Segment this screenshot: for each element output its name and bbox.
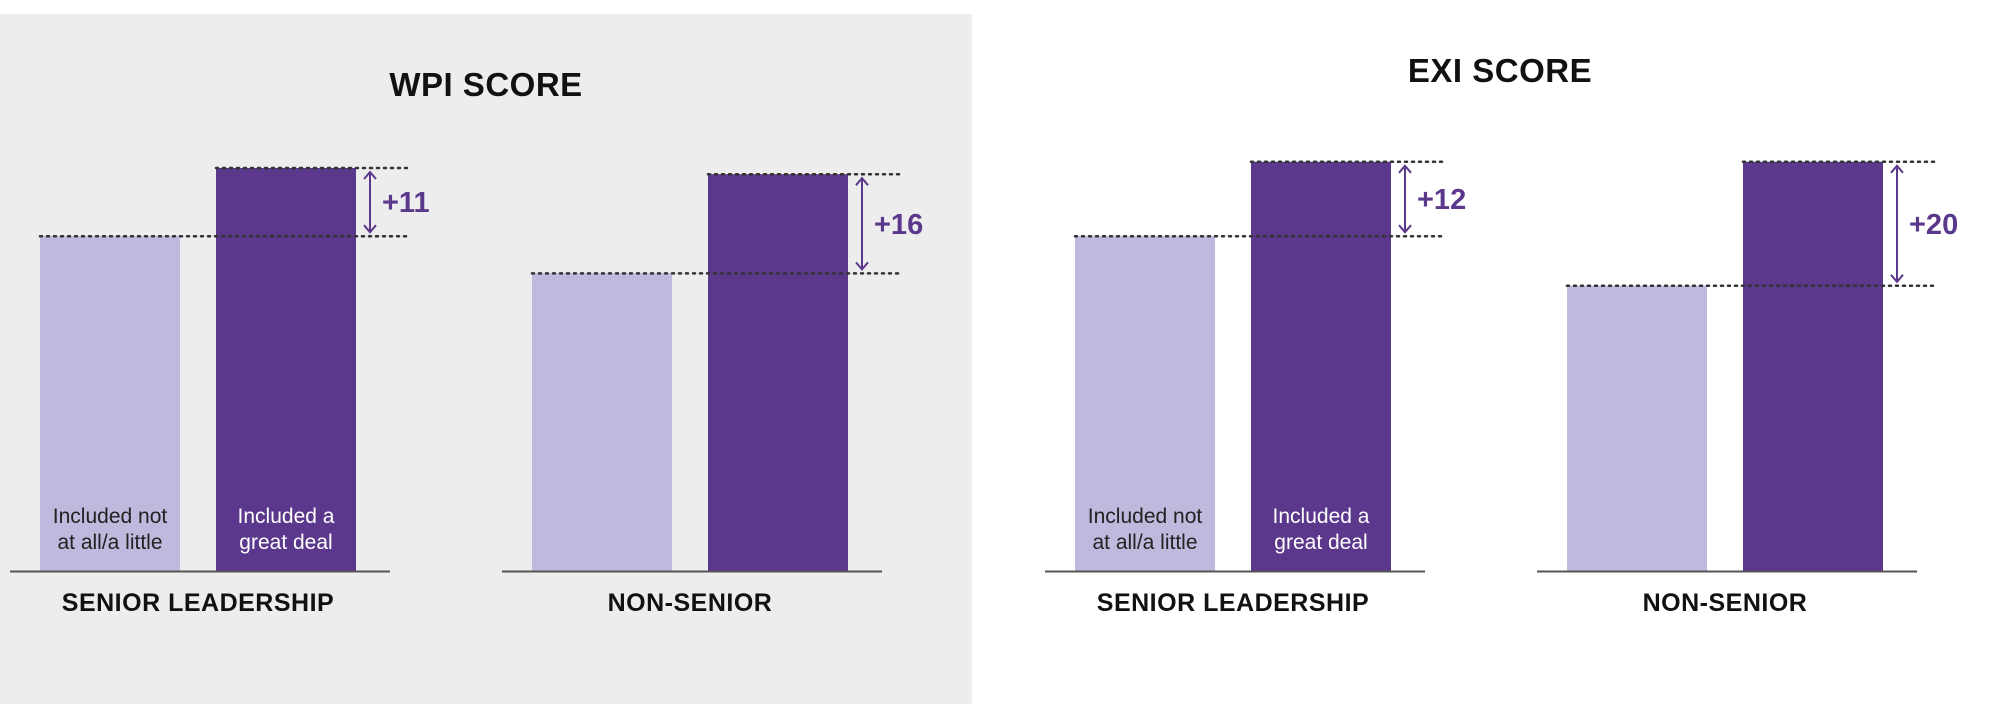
bar-included-great-deal bbox=[1251, 161, 1391, 572]
arrow-head-up bbox=[1398, 164, 1412, 174]
bar-label: Included not bbox=[1088, 505, 1203, 528]
arrow-head-down bbox=[363, 224, 377, 234]
arrow-head-up bbox=[1890, 164, 1904, 174]
bar-included-little bbox=[1075, 236, 1215, 571]
chart-title: EXI SCORE bbox=[1407, 52, 1593, 89]
category-label: SENIOR LEADERSHIP bbox=[62, 589, 334, 617]
arrow-head-down bbox=[1398, 224, 1412, 234]
difference-label: +16 bbox=[874, 209, 923, 241]
category-label: SENIOR LEADERSHIP bbox=[1097, 589, 1369, 617]
arrow-head-down bbox=[855, 261, 869, 271]
wpi-score-chart: +11 Included not at all/a little Included a… bbox=[10, 166, 923, 617]
arrow-head-up bbox=[363, 170, 377, 180]
bar-included-great-deal bbox=[1743, 161, 1883, 572]
difference-label: +11 bbox=[382, 187, 430, 219]
bar-label: Included a bbox=[1273, 505, 1370, 528]
bar-included-little bbox=[532, 273, 672, 571]
bar-included-great-deal bbox=[708, 174, 848, 571]
bar-included-little bbox=[1567, 285, 1707, 571]
category-label: NON-SENIOR bbox=[1643, 589, 1808, 617]
bar-label: at all/a little bbox=[1092, 531, 1197, 554]
bar-label: Included a bbox=[238, 505, 335, 528]
category-label: NON-SENIOR bbox=[608, 589, 773, 617]
bar-label: great deal bbox=[1274, 531, 1367, 554]
difference-label: +20 bbox=[1909, 209, 1958, 241]
exi-score-panel: EXI SCORE +12 Included not at all/a little… bbox=[1000, 0, 2000, 714]
arrow-head-up bbox=[855, 176, 869, 186]
bar-included-little bbox=[40, 236, 180, 571]
difference-label: +12 bbox=[1417, 184, 1466, 216]
wpi-score-panel: WPI SCORE +11 Included not at all/a little… bbox=[0, 14, 972, 704]
bar-label: great deal bbox=[239, 531, 332, 554]
bar-label: Included not bbox=[53, 505, 168, 528]
exi-score-chart: +12 Included not at all/a little Included a… bbox=[1045, 160, 1958, 617]
arrow-head-down bbox=[1890, 274, 1904, 284]
chart-title: WPI SCORE bbox=[389, 66, 583, 103]
bar-label: at all/a little bbox=[57, 531, 162, 554]
